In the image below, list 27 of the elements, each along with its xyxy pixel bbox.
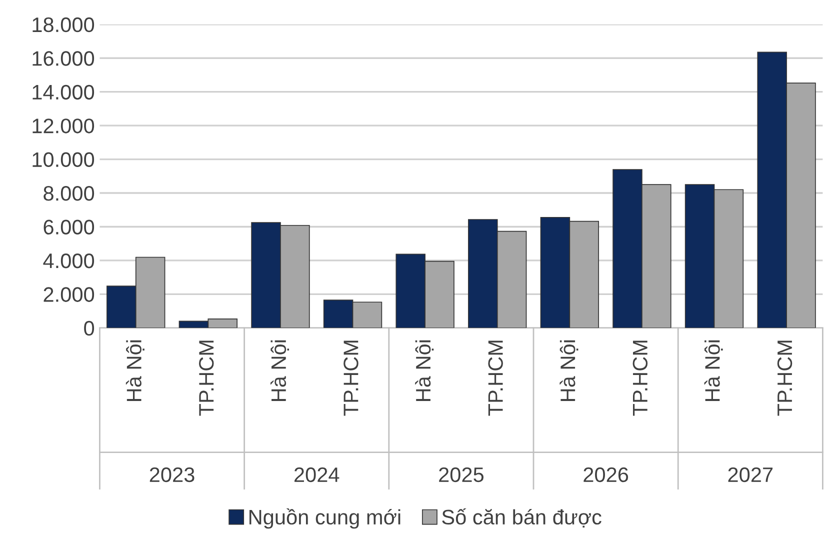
y-tick-label: 10.000 [32, 152, 94, 168]
y-tick-label: 0 [84, 320, 94, 336]
legend-label: Nguồn cung mới [250, 508, 400, 529]
x-tick-label: TP.HCM [777, 340, 792, 416]
x-tick-label: Hà Nội [560, 340, 578, 401]
y-tick-label: 4.000 [43, 253, 94, 268]
y-tick-label: 16.000 [32, 51, 94, 66]
y-tick-label: 6.000 [44, 220, 94, 234]
y-tick-label: 8.000 [44, 186, 94, 201]
x-tick-label: Hà Nội [126, 340, 144, 401]
x-tick-label: TP.HCM [632, 340, 648, 416]
x-tick-label: Hà Nội [415, 340, 434, 401]
text: 2026 [584, 467, 628, 482]
text: 2025 [439, 467, 484, 482]
x-tick-label: TP.HCM [199, 340, 214, 416]
y-tick-label: 18.000 [32, 17, 94, 32]
text: 2024 [294, 467, 340, 482]
y-tick-label: 14.000 [32, 84, 94, 100]
text: 2027 [728, 467, 773, 482]
x-tick-label: Hà Nội [270, 340, 290, 401]
y-tick-label: 12.000 [32, 118, 94, 134]
x-tick-label: TP.HCM [488, 340, 503, 416]
legend-label: Số căn bán được [442, 508, 602, 528]
y-tick-label: 2.000 [44, 287, 94, 302]
x-tick-label: TP.HCM [344, 340, 358, 416]
x-tick-label: Hà Nội [704, 340, 723, 401]
text: 2023 [150, 467, 194, 482]
